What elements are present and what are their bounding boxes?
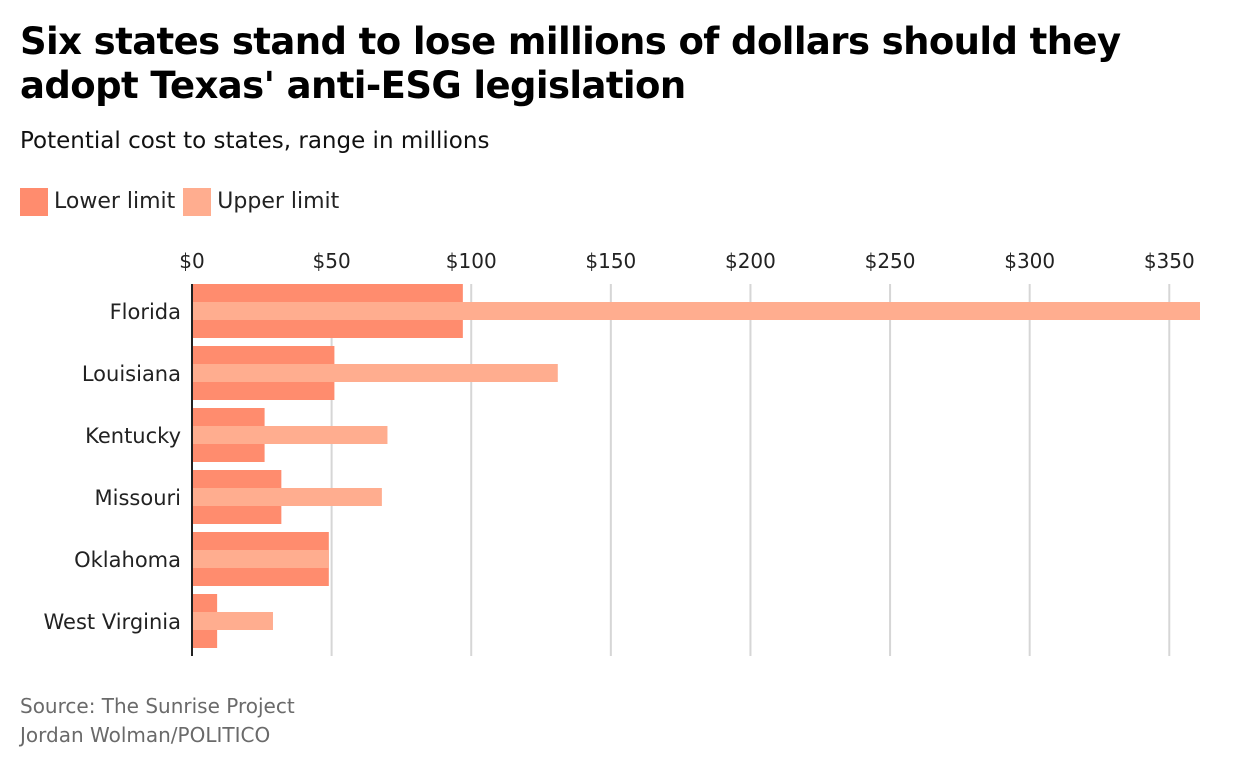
category-label: West Virginia: [44, 610, 181, 634]
category-label: Kentucky: [85, 424, 181, 448]
x-tick-label: $250: [865, 249, 916, 273]
legend: Lower limit Upper limit: [20, 188, 347, 216]
category-label: Louisiana: [82, 362, 181, 386]
legend-swatch-lower-limit: [20, 188, 48, 216]
bar-upper-limit: [192, 426, 388, 444]
bar-upper-limit: [192, 550, 329, 568]
chart-title: Six states stand to lose millions of dol…: [20, 20, 1121, 107]
legend-label-upper-limit: Upper limit: [217, 189, 340, 214]
bars: [192, 284, 1200, 648]
x-tick-label: $150: [585, 249, 636, 273]
x-tick-label: $50: [313, 249, 351, 273]
bar-chart: $0 $50 $100 $150 $200 $250 $300 $350 Florida Lou…: [44, 249, 1200, 656]
footer: Source: The Sunrise Project Jordan Wolma…: [20, 692, 295, 750]
x-axis-ticks: $0 $50 $100 $150 $200 $250 $300 $350: [179, 249, 1194, 273]
bar-upper-limit: [192, 488, 382, 506]
chart-subtitle: Potential cost to states, range in milli…: [20, 128, 490, 154]
legend-swatch-upper-limit: [183, 188, 212, 216]
gridlines: [330, 284, 1171, 656]
bar-upper-limit: [192, 302, 1200, 320]
x-tick-label: $200: [725, 249, 776, 273]
x-tick-label: $0: [179, 249, 204, 273]
legend-item-lower-limit: Lower limit: [20, 188, 175, 216]
bar-upper-limit: [192, 364, 558, 382]
category-label: Florida: [110, 300, 181, 324]
source-note: Source: The Sunrise Project: [20, 694, 295, 718]
category-label: Missouri: [95, 486, 181, 510]
credit-note: Jordan Wolman/POLITICO: [20, 723, 271, 747]
legend-item-upper-limit: Upper limit: [183, 188, 339, 216]
x-tick-label: $300: [1004, 249, 1055, 273]
category-label: Oklahoma: [74, 548, 181, 572]
legend-label-lower-limit: Lower limit: [54, 189, 176, 214]
x-tick-label: $100: [446, 249, 497, 273]
x-tick-label: $350: [1144, 249, 1195, 273]
bar-upper-limit: [192, 612, 273, 630]
y-axis-categories: Florida Louisiana Kentucky Missouri Oklahoma…: [44, 300, 181, 634]
